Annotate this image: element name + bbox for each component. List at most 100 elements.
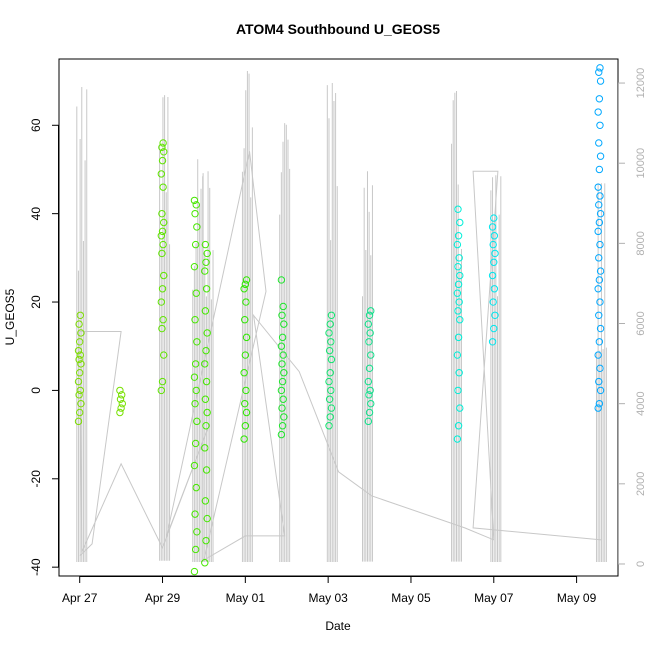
chart-title: ATOM4 Southbound U_GEOS5 — [236, 21, 440, 37]
data-point — [489, 298, 497, 306]
data-point — [595, 254, 603, 262]
data-point — [596, 298, 604, 306]
data-point — [595, 139, 603, 147]
data-point — [77, 329, 85, 337]
plot-frame — [58, 58, 619, 577]
x-axis: Apr 27 Apr 29 May 01 May 03 May 05 May 07 May … — [62, 576, 597, 605]
data-point — [327, 338, 335, 346]
data-point — [453, 435, 462, 443]
data-point — [594, 227, 602, 236]
data-point — [490, 214, 498, 222]
data-point — [202, 258, 210, 266]
x-tick-label: May 03 — [308, 591, 348, 605]
data-point — [191, 316, 199, 324]
data-point — [278, 404, 286, 412]
data-point — [594, 404, 602, 412]
data-point — [76, 369, 84, 377]
data-point — [491, 311, 499, 319]
data-point — [491, 249, 499, 258]
data-point — [488, 338, 497, 346]
data-point — [190, 196, 199, 205]
data-point — [454, 205, 462, 213]
data-point — [157, 170, 166, 178]
data-point — [454, 232, 463, 240]
data-point — [367, 351, 375, 359]
x-tick-label: May 09 — [557, 591, 597, 605]
data-point — [201, 360, 209, 368]
data-point — [364, 377, 373, 386]
data-point — [596, 192, 604, 200]
data-point — [76, 311, 85, 319]
data-point — [157, 232, 166, 240]
y-tick-label: 20 — [29, 295, 43, 309]
data-point — [595, 399, 604, 408]
data-point — [596, 267, 605, 275]
data-point — [596, 209, 605, 218]
data-point — [242, 298, 250, 306]
data-point — [76, 408, 84, 417]
data-point — [158, 143, 166, 152]
data-point — [116, 408, 124, 417]
data-point — [490, 324, 498, 333]
y2-tick-label: 12000 — [635, 68, 647, 99]
data-point — [365, 338, 373, 346]
data-point — [490, 232, 499, 240]
data-point — [201, 395, 210, 403]
data-point — [278, 422, 287, 430]
data-point — [594, 285, 602, 293]
data-point — [595, 68, 603, 76]
data-point — [158, 227, 167, 236]
data-point — [190, 262, 199, 271]
data-point — [75, 320, 83, 328]
data-point — [325, 329, 333, 337]
data-point — [280, 369, 288, 377]
data-point — [490, 285, 499, 293]
data-point — [279, 302, 287, 311]
data-point — [160, 271, 168, 280]
data-point — [158, 285, 167, 293]
data-point — [364, 417, 373, 426]
data-point — [75, 355, 83, 364]
data-point — [191, 510, 199, 518]
data-point — [277, 342, 286, 350]
data-point — [241, 422, 250, 430]
altitude-track-line — [79, 151, 602, 562]
data-point — [278, 377, 287, 386]
data-point — [116, 386, 124, 395]
data-point — [201, 559, 209, 567]
data-point — [325, 395, 334, 403]
data-point — [596, 364, 604, 373]
data-point — [118, 399, 127, 408]
data-point — [594, 183, 602, 191]
data-point — [367, 399, 375, 408]
data-point — [280, 320, 288, 328]
data-point — [456, 404, 464, 412]
data-point — [595, 276, 604, 284]
data-point — [203, 408, 211, 417]
data-point — [596, 324, 605, 333]
data-point — [326, 320, 334, 328]
data-point — [456, 218, 464, 227]
data-point — [202, 422, 210, 430]
data-point — [595, 201, 603, 209]
data-point — [117, 404, 125, 412]
data-point — [202, 377, 211, 386]
data-point — [596, 121, 604, 129]
data-point — [454, 386, 462, 395]
data-point — [327, 311, 336, 319]
data-point — [488, 223, 497, 231]
data-points — [74, 64, 605, 576]
data-point — [365, 408, 374, 417]
data-point — [454, 262, 462, 271]
data-point — [454, 307, 462, 315]
data-point — [241, 351, 250, 359]
data-point — [240, 285, 248, 293]
x-tick-label: May 07 — [474, 591, 514, 605]
data-point — [595, 165, 604, 174]
data-point — [76, 386, 85, 395]
data-point — [201, 240, 210, 249]
data-point — [241, 280, 250, 289]
data-point — [277, 276, 286, 284]
y-axis: -40 -20 0 20 40 60 — [29, 118, 59, 576]
data-point — [203, 249, 211, 258]
